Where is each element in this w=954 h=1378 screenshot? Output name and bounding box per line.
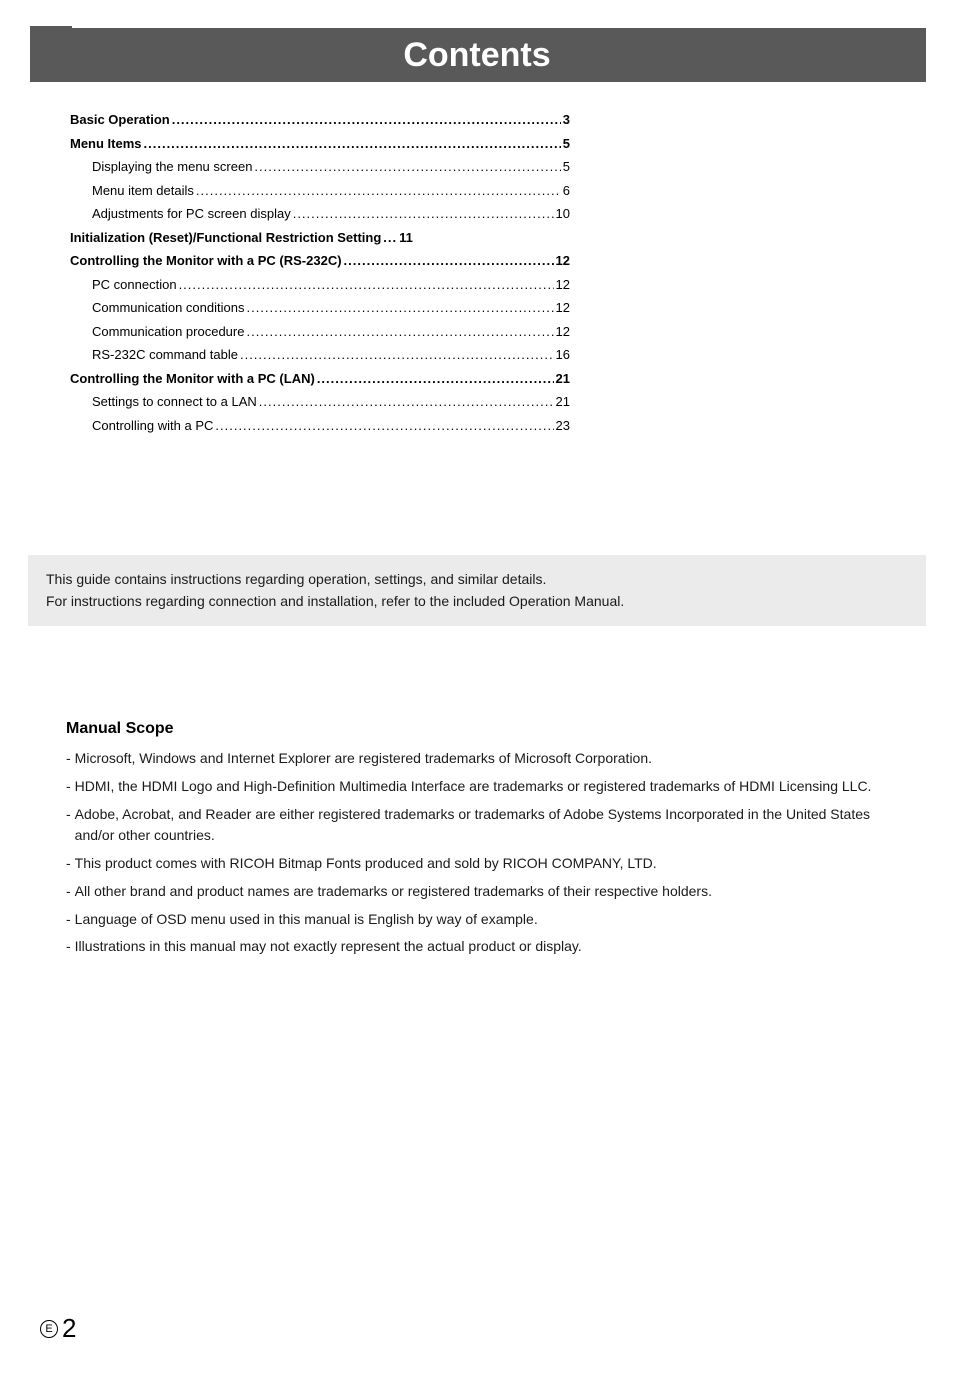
language-marker-icon: E — [40, 1320, 58, 1338]
toc-dots: ........................................… — [215, 416, 553, 436]
toc-page: 16 — [556, 345, 570, 365]
scope-text: Illustrations in this manual may not exa… — [75, 936, 888, 958]
scope-text: Adobe, Acrobat, and Reader are either re… — [75, 804, 888, 847]
toc-dots: ........................................… — [293, 204, 554, 224]
toc-page: 21 — [556, 369, 570, 389]
bullet-dash-icon: - — [66, 853, 75, 875]
toc-title: Communication conditions — [92, 298, 244, 318]
page-title: Contents — [403, 36, 550, 75]
toc-row: Controlling with a PC...................… — [70, 416, 570, 436]
toc-dots: ........................................… — [344, 251, 554, 271]
toc-dots: ........................................… — [246, 298, 553, 318]
toc-title: Communication procedure — [92, 322, 244, 342]
toc-dots: ........................................… — [259, 392, 554, 412]
toc-row: Controlling the Monitor with a PC (LAN).… — [70, 369, 570, 389]
toc-row: Basic Operation.........................… — [70, 110, 570, 130]
toc-page: 6 — [563, 181, 570, 201]
scope-item: -HDMI, the HDMI Logo and High-Definition… — [66, 776, 888, 798]
toc-row: Settings to connect to a LAN............… — [70, 392, 570, 412]
scope-item: -Adobe, Acrobat, and Reader are either r… — [66, 804, 888, 847]
toc-dots: ........................................… — [172, 110, 561, 130]
scope-text: This product comes with RICOH Bitmap Fon… — [75, 853, 888, 875]
bullet-dash-icon: - — [66, 936, 75, 958]
scope-text: Microsoft, Windows and Internet Explorer… — [75, 748, 888, 770]
toc-title: Settings to connect to a LAN — [92, 392, 257, 412]
toc-page: 12 — [556, 275, 570, 295]
toc-dots: ........................................… — [254, 157, 560, 177]
toc-title: Controlling the Monitor with a PC (LAN) — [70, 369, 315, 389]
toc-title: Menu item details — [92, 181, 194, 201]
scope-item: -Illustrations in this manual may not ex… — [66, 936, 888, 958]
toc-row: Menu item details.......................… — [70, 181, 570, 201]
page-number: 2 — [62, 1313, 76, 1344]
toc-row: Communication procedure.................… — [70, 322, 570, 342]
toc-row: PC connection...........................… — [70, 275, 570, 295]
toc-title: PC connection — [92, 275, 177, 295]
scope-item: -Microsoft, Windows and Internet Explore… — [66, 748, 888, 770]
toc-dots: ........................................… — [317, 369, 554, 389]
toc-title: Basic Operation — [70, 110, 170, 130]
toc-row: RS-232C command table...................… — [70, 345, 570, 365]
toc-page: 5 — [563, 134, 570, 154]
toc-title: Adjustments for PC screen display — [92, 204, 291, 224]
scope-text: All other brand and product names are tr… — [75, 881, 888, 903]
note-line-1: This guide contains instructions regardi… — [46, 569, 908, 591]
toc-dots: ........................................… — [240, 345, 554, 365]
manual-scope-list: -Microsoft, Windows and Internet Explore… — [66, 748, 888, 958]
bullet-dash-icon: - — [66, 804, 75, 847]
toc-title: Initialization (Reset)/Functional Restri… — [70, 228, 381, 248]
toc-row: Menu Items..............................… — [70, 134, 570, 154]
manual-scope-section: Manual Scope -Microsoft, Windows and Int… — [66, 720, 888, 958]
bullet-dash-icon: - — [66, 881, 75, 903]
toc-row: Communication conditions................… — [70, 298, 570, 318]
toc-dots: ........................................… — [196, 181, 561, 201]
toc-page: 5 — [563, 157, 570, 177]
toc-dots: ........................................… — [144, 134, 561, 154]
scope-text: HDMI, the HDMI Logo and High-Definition … — [75, 776, 888, 798]
scope-item: -Language of OSD menu used in this manua… — [66, 909, 888, 931]
note-line-2: For instructions regarding connection an… — [46, 591, 908, 613]
toc-title: RS-232C command table — [92, 345, 238, 365]
toc-dots: ........................................… — [179, 275, 554, 295]
toc-title: Displaying the menu screen — [92, 157, 252, 177]
toc-row: Adjustments for PC screen display.......… — [70, 204, 570, 224]
header-bar: Contents — [28, 28, 926, 82]
toc-page: 3 — [563, 110, 570, 130]
scope-item: -All other brand and product names are t… — [66, 881, 888, 903]
toc-title: Controlling the Monitor with a PC (RS-23… — [70, 251, 342, 271]
bullet-dash-icon: - — [66, 909, 75, 931]
toc-page: 12 — [556, 251, 570, 271]
toc-page: 23 — [556, 416, 570, 436]
bullet-dash-icon: - — [66, 748, 75, 770]
toc-row: Controlling the Monitor with a PC (RS-23… — [70, 251, 570, 271]
table-of-contents: Basic Operation.........................… — [70, 110, 570, 435]
scope-text: Language of OSD menu used in this manual… — [75, 909, 888, 931]
toc-title: Menu Items — [70, 134, 142, 154]
toc-page: 12 — [556, 298, 570, 318]
toc-page: 12 — [556, 322, 570, 342]
toc-row: Initialization (Reset)/Functional Restri… — [70, 228, 570, 248]
bullet-dash-icon: - — [66, 776, 75, 798]
toc-dots: ... — [383, 228, 397, 248]
toc-row: Displaying the menu screen..............… — [70, 157, 570, 177]
toc-page: 21 — [556, 392, 570, 412]
guide-note-box: This guide contains instructions regardi… — [28, 555, 926, 626]
toc-page: 10 — [556, 204, 570, 224]
toc-dots: ........................................… — [246, 322, 553, 342]
page-footer: E 2 — [40, 1313, 76, 1344]
manual-scope-heading: Manual Scope — [66, 720, 888, 738]
scope-item: -This product comes with RICOH Bitmap Fo… — [66, 853, 888, 875]
toc-title: Controlling with a PC — [92, 416, 213, 436]
toc-page: 11 — [399, 228, 413, 248]
header-tab-accent — [28, 26, 72, 82]
